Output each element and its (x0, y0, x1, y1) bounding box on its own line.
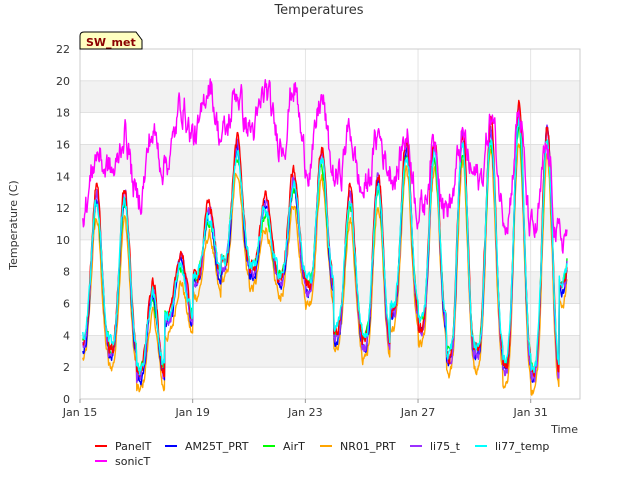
y-tick-label: 18 (56, 107, 70, 120)
x-axis-title: Time (550, 423, 578, 436)
y-tick-label: 12 (56, 202, 70, 215)
badge-shape (79, 31, 143, 50)
legend-label: AM25T_PRT (185, 440, 249, 453)
y-tick-label: 16 (56, 138, 70, 151)
legend-label: li75_t (430, 440, 461, 453)
y-tick-label: 8 (63, 266, 70, 279)
legend-label: sonicT (115, 455, 151, 468)
y-tick-label: 14 (56, 170, 70, 183)
y-tick-label: 2 (63, 361, 70, 374)
y-tick-label: 6 (63, 298, 70, 311)
legend-label: NR01_PRT (340, 440, 396, 453)
axes: 0 2 4 6 8 10 12 14 16 18 20 22 Jan 15 Jan 19 Jan 23 Jan… (56, 43, 581, 419)
badge-label: SW_met (86, 36, 136, 49)
band (80, 80, 580, 113)
series-line-sonict (82, 78, 568, 254)
chart-title: Temperatures (273, 3, 363, 18)
legend: PanelT AM25T_PRT AirT NR01_PRT li75_t li77_te… (95, 440, 549, 468)
y-tick-label: 10 (56, 234, 70, 247)
y-tick-label: 20 (56, 75, 70, 88)
legend-label: li77_temp (495, 440, 549, 453)
y-axis-title: Temperature (C) (7, 180, 20, 270)
background-bands (80, 49, 580, 399)
y-tick-label: 0 (63, 393, 70, 406)
x-tick-label: Jan 19 (174, 406, 209, 419)
y-tick-label: 22 (56, 43, 70, 56)
x-tick-label: Jan 31 (512, 406, 547, 419)
legend-label: AirT (283, 440, 305, 453)
station-badge: SW_met (79, 31, 143, 50)
x-tick-label: Jan 15 (62, 406, 97, 419)
series-layer (82, 78, 568, 396)
band (80, 208, 580, 240)
legend-label: PanelT (115, 440, 152, 453)
x-tick-label: Jan 23 (287, 406, 322, 419)
plot-frame (79, 48, 581, 400)
series-line-li77-temp (82, 115, 568, 376)
y-tick-label: 4 (63, 329, 70, 342)
x-tick-label: Jan 27 (400, 406, 435, 419)
